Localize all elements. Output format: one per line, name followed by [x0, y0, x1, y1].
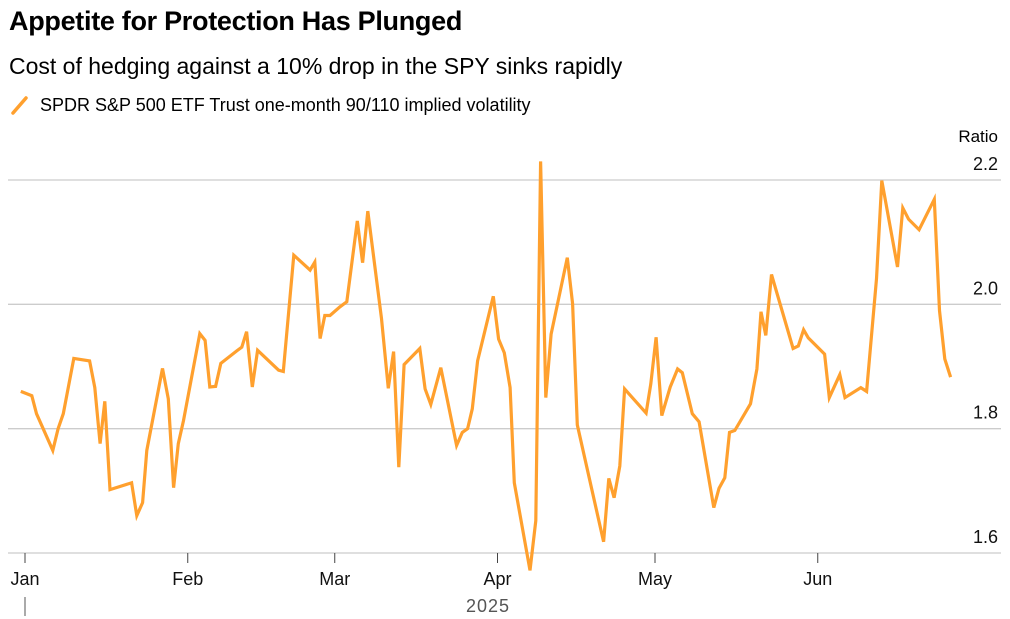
legend-label: SPDR S&P 500 ETF Trust one-month 90/110 …	[40, 94, 531, 115]
y-tick-label: 2.0	[973, 278, 998, 298]
y-tick-label: 1.6	[973, 527, 998, 547]
y-tick-label: 2.2	[973, 154, 998, 174]
x-tick-label: Mar	[319, 569, 350, 589]
x-tick-label: Feb	[172, 569, 203, 589]
x-tick-label: Apr	[483, 569, 511, 589]
x-tick-label: Jun	[803, 569, 832, 589]
x-year-label: 2025	[466, 596, 510, 616]
y-tick-label: 1.8	[973, 403, 998, 423]
x-tick-label: May	[638, 569, 672, 589]
legend-swatch-icon	[11, 96, 28, 115]
series-line	[20, 161, 953, 571]
x-tick-label: Jan	[10, 569, 39, 589]
y-axis-label: Ratio	[958, 127, 998, 146]
chart-subtitle: Cost of hedging against a 10% drop in th…	[9, 53, 623, 79]
legend: SPDR S&P 500 ETF Trust one-month 90/110 …	[9, 94, 531, 116]
chart-title: Appetite for Protection Has Plunged	[9, 6, 463, 36]
